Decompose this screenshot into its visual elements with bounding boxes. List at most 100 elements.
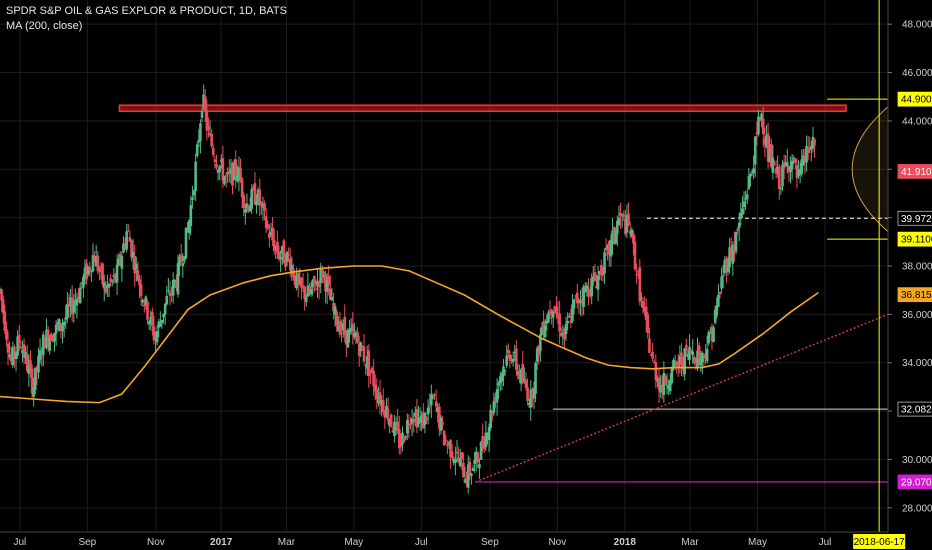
- candle-body: [587, 289, 590, 297]
- candle-body: [482, 441, 486, 449]
- candle-body: [147, 321, 151, 325]
- candle-body: [367, 350, 371, 377]
- candle-body: [167, 290, 170, 292]
- candle-body: [5, 328, 8, 340]
- candle-body: [529, 389, 533, 408]
- candle-body: [13, 346, 16, 358]
- candle-body: [93, 256, 96, 262]
- candle-body: [269, 231, 273, 235]
- candle-body: [497, 382, 500, 386]
- candle-body: [709, 332, 712, 334]
- candle-body: [287, 254, 290, 256]
- candle-body: [652, 362, 656, 364]
- candle-body: [33, 367, 37, 390]
- candle-body: [797, 170, 800, 177]
- candle-body: [232, 162, 236, 181]
- candle-body: [771, 157, 775, 173]
- candle-body: [608, 241, 611, 255]
- candle-body: [6, 343, 10, 353]
- candle-body: [625, 215, 629, 233]
- candle-body: [229, 168, 233, 175]
- candle-body: [593, 272, 597, 281]
- candle-body: [550, 309, 553, 315]
- candle-body: [790, 160, 794, 170]
- candle-body: [203, 96, 207, 112]
- candle-body: [417, 417, 420, 425]
- candle-body: [146, 301, 149, 320]
- price-tag-bg: [897, 164, 932, 179]
- candle-body: [308, 286, 311, 295]
- chart-title: SPDR S&P OIL & GAS EXPLOR & PRODUCT, 1D,…: [6, 5, 287, 17]
- candle-body: [244, 208, 247, 213]
- candle-body: [713, 309, 717, 323]
- candle-body: [361, 346, 364, 351]
- candle-body: [572, 299, 576, 309]
- date-tag-label: 2018-06-17: [854, 537, 906, 548]
- candle-body: [760, 113, 763, 121]
- candle-body: [434, 401, 438, 407]
- price-tag-label: 39.1100: [901, 235, 932, 246]
- candle-body: [457, 457, 460, 461]
- candle-body: [786, 162, 789, 167]
- candle-body: [38, 350, 42, 361]
- candle-body: [420, 415, 424, 423]
- candle-body: [803, 155, 807, 161]
- candle-body: [717, 294, 720, 307]
- candle-body: [109, 278, 112, 282]
- candle-body: [348, 329, 351, 334]
- candle-body: [282, 240, 286, 264]
- candle-body: [462, 462, 465, 478]
- candle-body: [604, 247, 608, 251]
- candles: [0, 84, 816, 494]
- candle-body: [564, 323, 568, 335]
- candle-body: [802, 155, 805, 166]
- candle-body: [141, 299, 145, 303]
- candle-body: [559, 332, 563, 337]
- candle-body: [192, 190, 196, 196]
- candle-body: [603, 252, 606, 274]
- candle-body: [444, 439, 448, 442]
- candle-body: [672, 360, 675, 368]
- candle-body: [300, 277, 303, 288]
- candle-body: [632, 233, 635, 244]
- candle-body: [239, 167, 242, 182]
- candle-body: [353, 332, 356, 337]
- candle-body: [627, 213, 630, 226]
- candle-body: [101, 263, 104, 285]
- candle-body: [486, 437, 489, 439]
- candle-body: [227, 171, 231, 174]
- candle-body: [430, 394, 433, 405]
- candle-body: [268, 232, 271, 239]
- candle-body: [210, 133, 213, 147]
- candle-body: [163, 303, 167, 315]
- candle-body: [242, 195, 246, 209]
- candle-body: [66, 303, 69, 318]
- candle-body: [78, 287, 82, 304]
- candle-body: [470, 473, 473, 476]
- candle-body: [258, 189, 262, 206]
- candle-body: [199, 123, 202, 142]
- candle-body: [48, 337, 52, 351]
- candle-body: [667, 385, 670, 390]
- candle-body: [96, 255, 100, 272]
- candle-body: [83, 267, 87, 280]
- candle-body: [606, 245, 610, 249]
- candle-body: [701, 352, 704, 363]
- time-axis-bg: [0, 532, 932, 550]
- candle-body: [547, 312, 550, 323]
- candle-body: [422, 412, 425, 429]
- candle-body: [386, 408, 390, 421]
- candle-body: [644, 306, 648, 320]
- candle-body: [567, 316, 571, 318]
- candle-body: [354, 336, 358, 338]
- candle-body: [144, 296, 148, 306]
- candle-body: [325, 280, 329, 292]
- price-tag: 36.8151: [897, 287, 932, 303]
- candle-body: [524, 380, 528, 388]
- candle-body: [441, 421, 444, 425]
- candle-body: [397, 429, 401, 449]
- candle-body: [40, 356, 43, 358]
- candle-body: [784, 163, 788, 166]
- price-tag-label: 29.0706: [901, 477, 932, 488]
